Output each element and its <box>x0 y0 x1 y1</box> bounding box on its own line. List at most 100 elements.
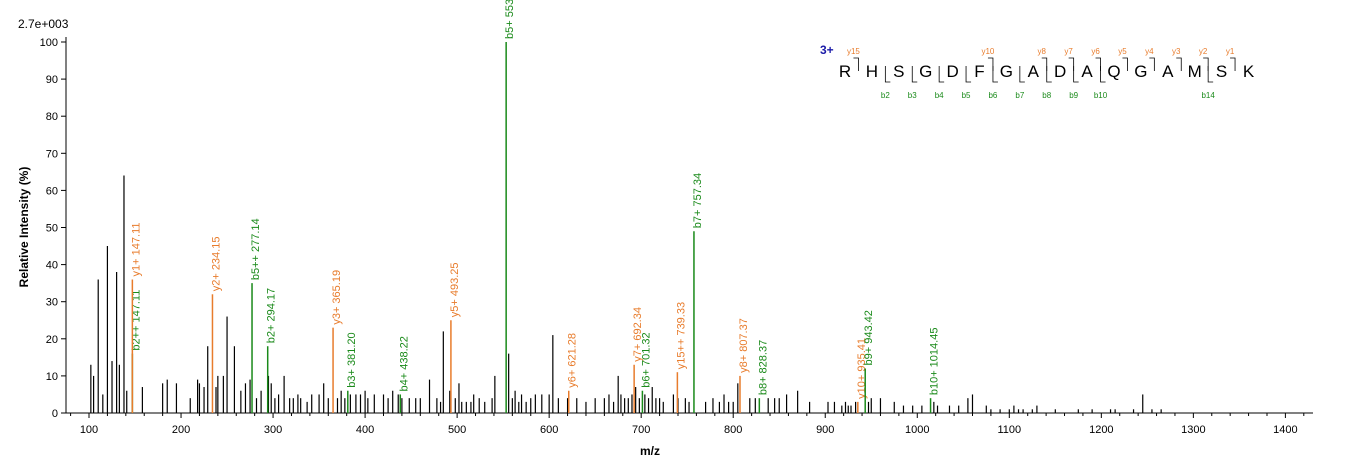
x-tick-label: 600 <box>540 424 558 436</box>
sequence-residue: Q <box>1107 62 1120 81</box>
peak-series <box>90 175 1162 413</box>
peak-label: y5+ 493.25 <box>449 263 461 318</box>
peak-label: b5++ 277.14 <box>250 218 262 280</box>
b-fragment-marker <box>965 66 972 83</box>
sequence-residue: A <box>1028 62 1040 81</box>
y-fragment-marker <box>1041 57 1048 71</box>
peak-label: y6+ 621.28 <box>567 333 579 388</box>
b-fragment-marker <box>884 66 891 83</box>
peak-label: b5+ 553.27 <box>504 0 516 39</box>
b-fragment-marker <box>938 66 945 83</box>
y-ion-label: y1 <box>1226 47 1235 56</box>
y-ion-label: y2 <box>1199 47 1208 56</box>
sequence-residue: G <box>919 62 932 81</box>
x-tick-label: 500 <box>448 424 466 436</box>
sequence-residue: H <box>866 62 878 81</box>
y-tick-label: 50 <box>46 223 58 235</box>
charge-state-label: 3+ <box>820 43 834 57</box>
peak-label: b7+ 757.34 <box>692 173 704 228</box>
y-tick-label: 40 <box>46 260 58 272</box>
y-fragment-marker <box>1095 57 1101 71</box>
intensity-scale-label: 2.7e+003 <box>18 17 69 31</box>
y-tick-label: 10 <box>46 371 58 383</box>
sequence-residue: D <box>1054 62 1066 81</box>
x-tick-label: 200 <box>172 424 190 436</box>
y-ion-label: y4 <box>1145 47 1154 56</box>
b-fragment-marker <box>1207 66 1214 83</box>
peak-annotations: b2++ 147.11 y1+ 147.11 y2+ 234.15 b5++ 277.… <box>130 0 941 413</box>
sequence-residue: K <box>1243 62 1255 81</box>
x-tick-label: 700 <box>632 424 650 436</box>
y-fragment-marker <box>1068 57 1075 71</box>
sequence-residue: G <box>1000 62 1013 81</box>
chart-axes: 0 10 20 30 40 50 60 70 80 90 100 100 200 300 400 500 600… <box>40 37 1313 436</box>
peak-label: b6+ 701.32 <box>640 332 652 387</box>
b-ion-label: b8 <box>1042 91 1051 100</box>
y-ion-label: y5 <box>1118 47 1127 56</box>
sequence-residue: S <box>1216 62 1227 81</box>
x-tick-label: 1300 <box>1181 424 1205 436</box>
x-tick-label: 1000 <box>905 424 929 436</box>
sequence-residue: R <box>839 62 851 81</box>
x-tick-label: 300 <box>264 424 282 436</box>
y-fragment-marker <box>987 57 994 71</box>
b-ion-label: b4 <box>935 91 944 100</box>
peak-label: b3+ 381.20 <box>346 332 358 387</box>
y-ion-label: y15 <box>847 47 860 56</box>
b-ion-label: b5 <box>962 91 971 100</box>
b-ion-label: b14 <box>1201 91 1215 100</box>
x-tick-label: 400 <box>356 424 374 436</box>
y-tick-label: 20 <box>46 334 58 346</box>
y-ion-label: y10 <box>981 47 994 56</box>
sequence-residue: A <box>1081 62 1093 81</box>
b-fragment-marker <box>1019 66 1025 83</box>
b-fragment-marker <box>1073 66 1079 83</box>
b-ion-label: b9 <box>1069 91 1078 100</box>
y-tick-label: 60 <box>46 185 58 197</box>
b-ion-label: b3 <box>908 91 917 100</box>
b-fragment-marker <box>992 66 998 83</box>
y-fragment-marker <box>1203 57 1209 71</box>
sequence-residue: M <box>1188 62 1202 81</box>
peak-label: b2++ 147.11 <box>130 290 142 351</box>
y-fragment-marker <box>1149 57 1155 71</box>
sequence-residue: A <box>1162 62 1174 81</box>
y-ion-label: y8 <box>1038 47 1047 56</box>
peak-label: b4+ 438.22 <box>398 336 410 391</box>
x-tick-label: 900 <box>816 424 834 436</box>
y-ion-label: y3 <box>1172 47 1181 56</box>
peak-label: y8+ 807.37 <box>738 318 750 373</box>
sequence-residue: G <box>1134 62 1147 81</box>
y-tick-label: 70 <box>46 148 58 160</box>
y-fragment-marker <box>1176 57 1182 71</box>
y-fragment-marker <box>853 57 859 71</box>
peak-label: b8+ 828.37 <box>757 340 769 395</box>
sequence-residue: F <box>974 62 984 81</box>
x-tick-label: 100 <box>80 424 98 436</box>
x-axis-title: m/z <box>640 444 660 458</box>
y-tick-label: 80 <box>46 111 58 123</box>
y-ion-label: y6 <box>1091 47 1100 56</box>
y-tick-label: 0 <box>52 408 58 420</box>
x-tick-label: 800 <box>724 424 742 436</box>
b-fragment-marker <box>1046 66 1052 83</box>
x-tick-label: 1200 <box>1089 424 1113 436</box>
b-fragment-marker <box>1100 66 1106 83</box>
sequence-residue: S <box>893 62 904 81</box>
peak-label: y1+ 147.11 <box>130 223 142 277</box>
peak-label: b10+ 1014.45 <box>929 328 941 396</box>
y-tick-label: 30 <box>46 297 58 309</box>
sequence-residue: D <box>946 62 958 81</box>
peak-label: y3+ 365.19 <box>331 270 343 325</box>
y-fragment-marker <box>1230 57 1236 71</box>
b-ion-label: b2 <box>881 91 890 100</box>
b-ion-label: b10 <box>1094 91 1108 100</box>
b-fragment-marker <box>911 66 918 83</box>
peak-label: b9+ 943.42 <box>863 310 875 365</box>
peak-label: y7+ 692.34 <box>632 307 644 362</box>
y-ion-label: y7 <box>1064 47 1073 56</box>
peak-label: b2+ 294.17 <box>266 288 278 343</box>
peak-label: y15++ 739.33 <box>675 302 687 369</box>
